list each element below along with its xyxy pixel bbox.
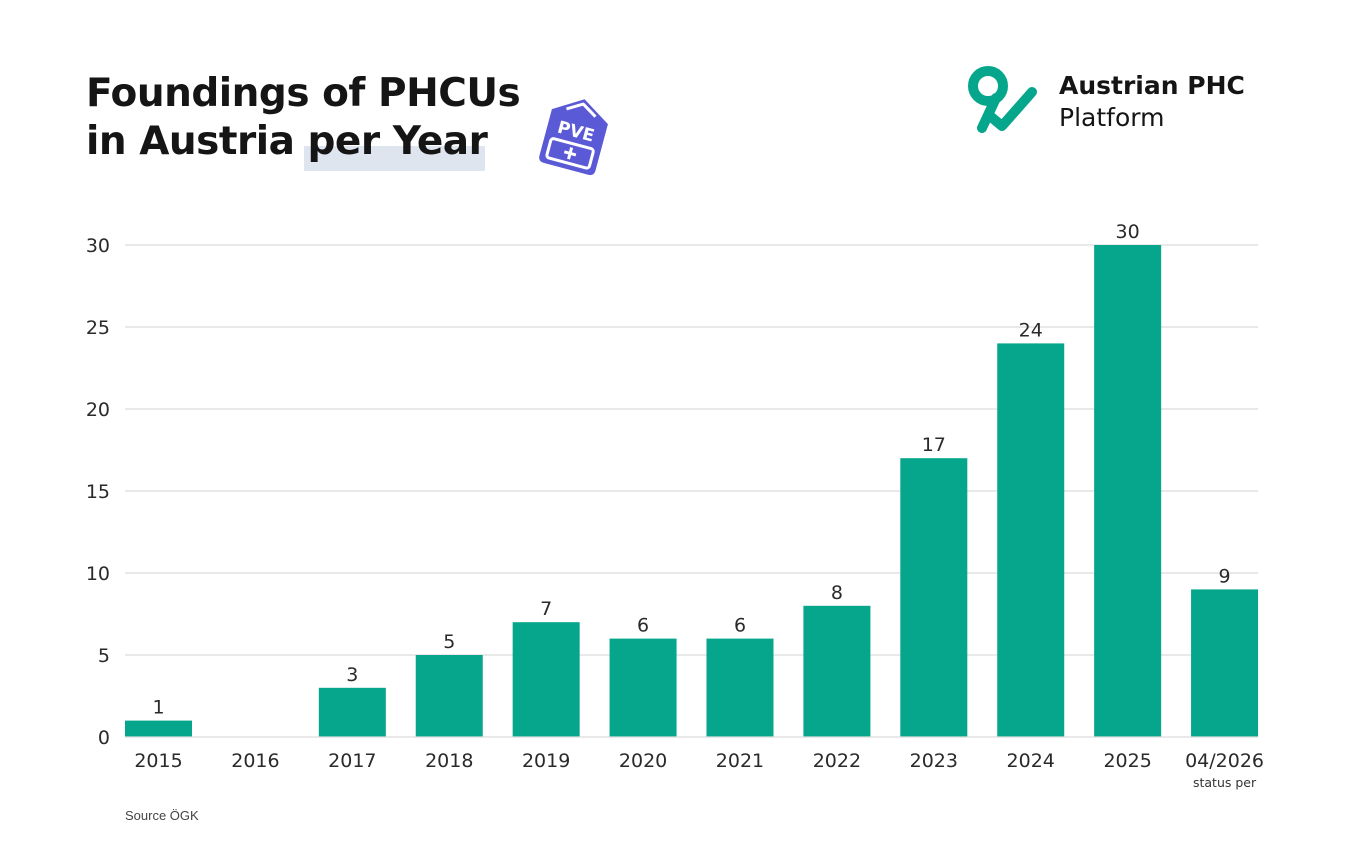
- bar: [125, 720, 192, 737]
- x-tick-label: 2023: [910, 750, 958, 772]
- bar: [1094, 245, 1162, 737]
- bar: [609, 638, 677, 737]
- bar: [997, 343, 1065, 737]
- data-label: 30: [1116, 221, 1140, 243]
- x-tick-label: 2021: [716, 750, 764, 772]
- bar: [706, 638, 774, 737]
- chart-title-line-2: in Austria per Year: [86, 119, 488, 164]
- source-note: Source ÖGK: [125, 808, 199, 823]
- x-tick-label: 2015: [134, 750, 182, 772]
- y-tick-label: 30: [86, 235, 110, 257]
- data-label: 7: [540, 598, 552, 620]
- x-tick-label: 2022: [813, 750, 861, 772]
- x-tick-note: status per: [1193, 775, 1257, 790]
- x-tick-label: 04/2026: [1185, 750, 1264, 772]
- data-label: 3: [346, 664, 358, 686]
- phc-platform-logo-icon: [968, 66, 1037, 133]
- data-label: 6: [734, 615, 746, 637]
- y-tick-label: 15: [86, 481, 110, 503]
- y-tick-label: 10: [86, 563, 110, 585]
- brand-name-line-2: Platform: [1059, 103, 1165, 132]
- data-label: 9: [1219, 565, 1231, 587]
- x-tick-label: 2016: [231, 750, 279, 772]
- pve-badge-icon: PVE: [539, 99, 608, 176]
- data-label: 6: [637, 615, 649, 637]
- data-label: 24: [1019, 319, 1043, 341]
- x-tick-label: 2018: [425, 750, 473, 772]
- bar: [1191, 589, 1259, 737]
- x-tick-label: 2024: [1007, 750, 1055, 772]
- data-label: 5: [443, 631, 455, 653]
- title-highlight: [304, 146, 485, 171]
- y-tick-label: 25: [86, 317, 110, 339]
- chart-title-line-1: Foundings of PHCUs: [86, 71, 521, 116]
- bar: [415, 655, 483, 737]
- title-block: Foundings of PHCUs in Austria per Year: [86, 70, 521, 166]
- y-tick-label: 0: [98, 727, 110, 749]
- x-tick-label: 2020: [619, 750, 667, 772]
- bar: [900, 458, 968, 737]
- y-tick-label: 20: [86, 399, 110, 421]
- x-tick-label: 2017: [328, 750, 376, 772]
- data-label: 17: [922, 434, 946, 456]
- data-label: 1: [152, 697, 164, 719]
- bar: [512, 622, 580, 737]
- x-tick-label: 2025: [1103, 750, 1151, 772]
- data-label: 8: [831, 582, 843, 604]
- x-tick-label: 2019: [522, 750, 570, 772]
- brand-name-line-1: Austrian PHC: [1059, 71, 1245, 100]
- y-tick-label: 5: [98, 645, 110, 667]
- bar: [803, 605, 871, 737]
- bar: [318, 687, 386, 737]
- brand-name: Austrian PHC Platform: [1059, 70, 1245, 134]
